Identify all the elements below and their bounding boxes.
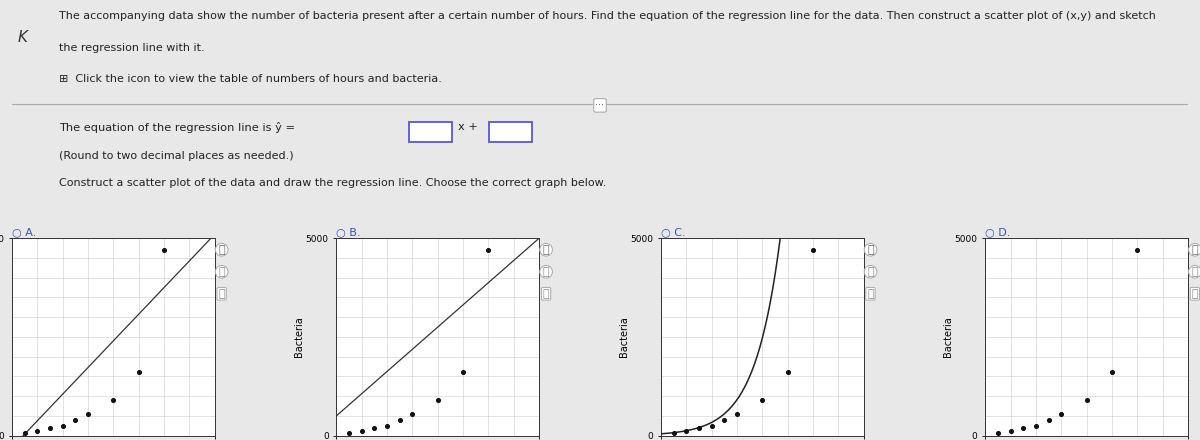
Point	[41, 425, 60, 432]
Text: ⌕: ⌕	[218, 245, 224, 255]
Point	[1014, 425, 1033, 432]
Text: ○ A.: ○ A.	[12, 227, 36, 238]
Point	[689, 425, 708, 432]
Point	[403, 411, 422, 418]
Text: ⌕: ⌕	[868, 245, 874, 255]
Point	[677, 427, 696, 434]
Text: ⌕: ⌕	[868, 267, 874, 277]
Point	[479, 246, 498, 253]
Point	[28, 427, 47, 434]
Text: ⌕: ⌕	[542, 267, 550, 277]
Text: ⧉: ⧉	[868, 289, 874, 299]
Point	[714, 416, 733, 423]
Point	[378, 422, 397, 429]
Point	[778, 369, 797, 376]
Point	[664, 429, 683, 436]
Point	[752, 396, 772, 403]
Point	[989, 429, 1008, 436]
Point	[340, 429, 359, 436]
Text: The equation of the regression line is ŷ =: The equation of the regression line is ŷ…	[59, 122, 299, 133]
Point	[1039, 416, 1058, 423]
Point	[803, 246, 822, 253]
Text: ⧉: ⧉	[218, 289, 224, 299]
Text: Construct a scatter plot of the data and draw the regression line. Choose the co: Construct a scatter plot of the data and…	[59, 178, 606, 188]
Point	[155, 246, 174, 253]
Text: K: K	[18, 30, 28, 45]
Point	[454, 369, 473, 376]
Point	[428, 396, 448, 403]
Point	[66, 416, 85, 423]
Y-axis label: Bacteria: Bacteria	[294, 316, 305, 357]
Text: x +: x +	[457, 122, 478, 132]
Text: The accompanying data show the number of bacteria present after a certain number: The accompanying data show the number of…	[59, 11, 1156, 21]
FancyBboxPatch shape	[409, 122, 452, 142]
Point	[352, 427, 371, 434]
Point	[1051, 411, 1070, 418]
Point	[1026, 422, 1045, 429]
Point	[16, 429, 35, 436]
Point	[1103, 369, 1122, 376]
Text: ⌕: ⌕	[542, 245, 550, 255]
Text: ⌕: ⌕	[1192, 245, 1199, 255]
FancyBboxPatch shape	[490, 122, 532, 142]
Text: ⧉: ⧉	[542, 289, 550, 299]
Point	[1001, 427, 1020, 434]
Point	[1128, 246, 1147, 253]
Text: ○ B.: ○ B.	[336, 227, 361, 238]
Text: ⊞  Click the icon to view the table of numbers of hours and bacteria.: ⊞ Click the icon to view the table of nu…	[59, 74, 442, 84]
Text: ⌕: ⌕	[218, 267, 224, 277]
Point	[1078, 396, 1097, 403]
Text: ○ D.: ○ D.	[985, 227, 1010, 238]
Point	[78, 411, 97, 418]
Point	[53, 422, 72, 429]
Text: ···: ···	[595, 100, 605, 110]
Text: ⌕: ⌕	[1192, 267, 1199, 277]
Text: ⧉: ⧉	[1192, 289, 1199, 299]
Text: (Round to two decimal places as needed.): (Round to two decimal places as needed.)	[59, 151, 294, 161]
Point	[130, 369, 149, 376]
Text: ○ C.: ○ C.	[661, 227, 685, 238]
Y-axis label: Bacteria: Bacteria	[619, 316, 629, 357]
Point	[103, 396, 122, 403]
Text: the regression line with it.: the regression line with it.	[59, 44, 205, 54]
Point	[727, 411, 746, 418]
Y-axis label: Bacteria: Bacteria	[943, 316, 953, 357]
Point	[365, 425, 384, 432]
Point	[390, 416, 409, 423]
Point	[702, 422, 721, 429]
